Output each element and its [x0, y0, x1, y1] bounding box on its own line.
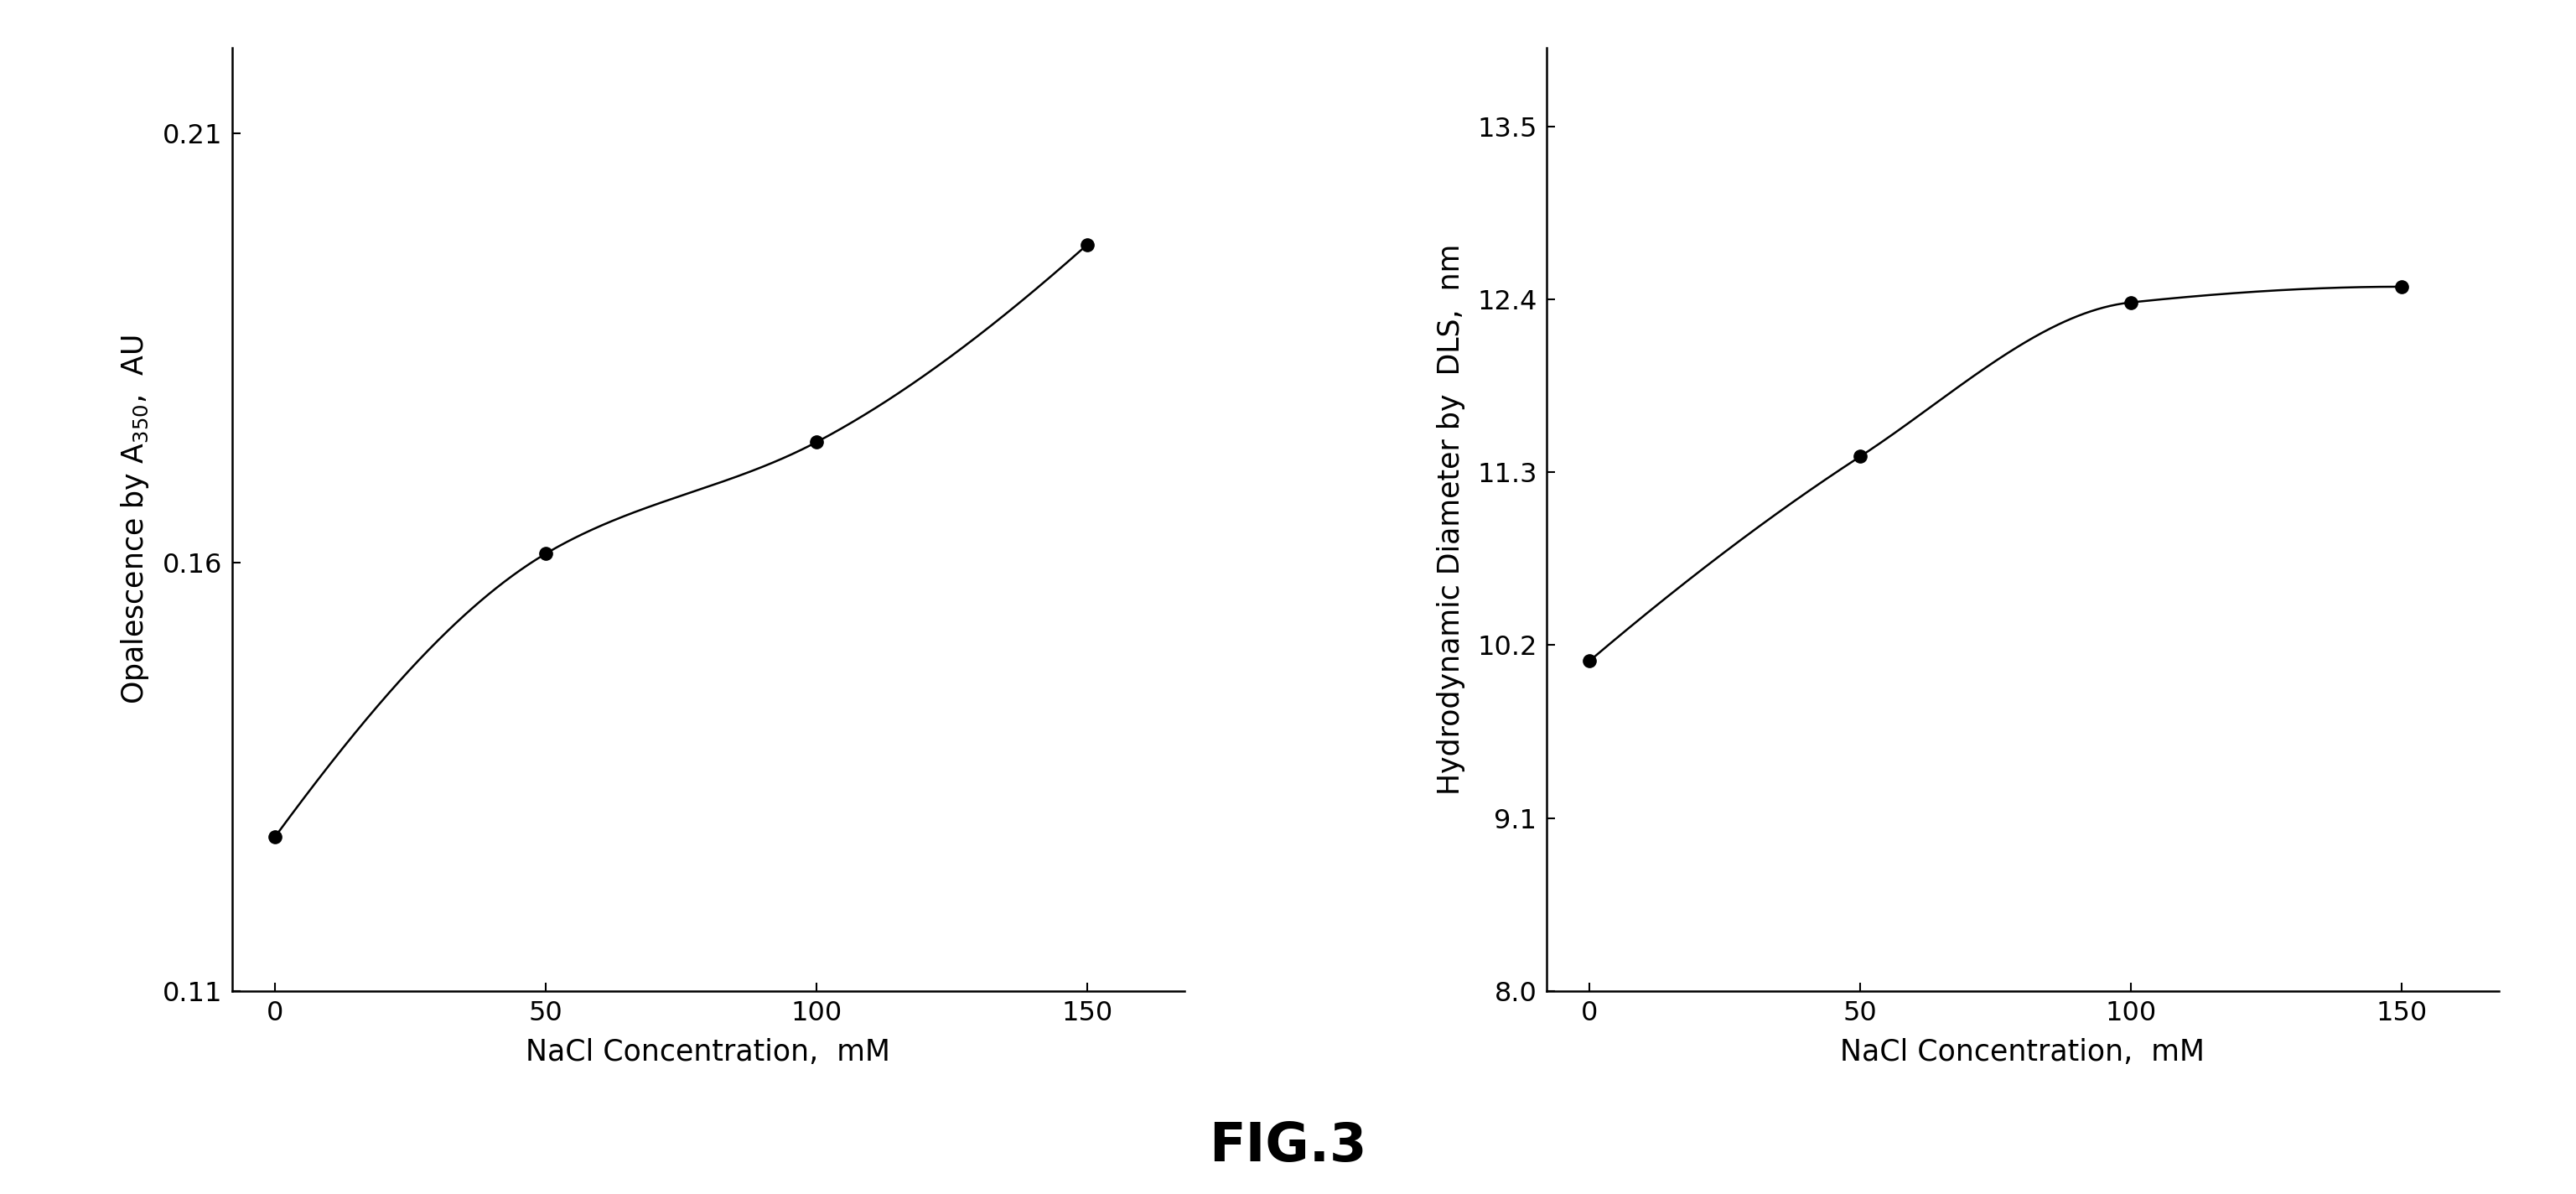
Y-axis label: Opalescence by $\mathregular{A_{350}}$,  AU: Opalescence by $\mathregular{A_{350}}$, …: [118, 334, 152, 704]
X-axis label: NaCl Concentration,  mM: NaCl Concentration, mM: [526, 1038, 891, 1066]
X-axis label: NaCl Concentration,  mM: NaCl Concentration, mM: [1839, 1038, 2205, 1066]
Y-axis label: Hydrodynamic Diameter by  DLS,  nm: Hydrodynamic Diameter by DLS, nm: [1437, 244, 1466, 795]
Text: FIG.3: FIG.3: [1208, 1120, 1368, 1173]
